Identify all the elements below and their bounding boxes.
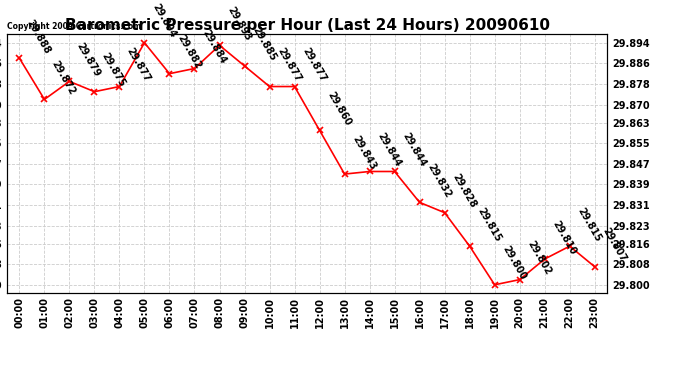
Text: 29.875: 29.875: [100, 51, 128, 89]
Text: 29.828: 29.828: [450, 172, 477, 210]
Text: 29.807: 29.807: [600, 226, 628, 264]
Text: Copyright 2009 Cartronics.com: Copyright 2009 Cartronics.com: [7, 22, 141, 31]
Text: 29.888: 29.888: [25, 18, 52, 56]
Text: 29.882: 29.882: [175, 33, 203, 71]
Text: 29.800: 29.800: [500, 244, 528, 282]
Text: 29.877: 29.877: [125, 46, 152, 84]
Text: 29.815: 29.815: [475, 206, 502, 243]
Text: 29.843: 29.843: [350, 134, 377, 171]
Title: Barometric Pressure per Hour (Last 24 Hours) 20090610: Barometric Pressure per Hour (Last 24 Ho…: [65, 18, 549, 33]
Text: 29.877: 29.877: [300, 46, 328, 84]
Text: 29.802: 29.802: [525, 239, 553, 277]
Text: 29.893: 29.893: [225, 5, 253, 42]
Text: 29.844: 29.844: [375, 131, 402, 169]
Text: 29.860: 29.860: [325, 90, 353, 128]
Text: 29.885: 29.885: [250, 26, 277, 63]
Text: 29.815: 29.815: [575, 206, 602, 243]
Text: 29.832: 29.832: [425, 162, 453, 200]
Text: 29.877: 29.877: [275, 46, 302, 84]
Text: 29.872: 29.872: [50, 59, 77, 97]
Text: 29.884: 29.884: [200, 28, 228, 66]
Text: 29.810: 29.810: [550, 219, 578, 256]
Text: 29.844: 29.844: [400, 131, 428, 169]
Text: 29.894: 29.894: [150, 2, 177, 40]
Text: 29.879: 29.879: [75, 41, 102, 79]
